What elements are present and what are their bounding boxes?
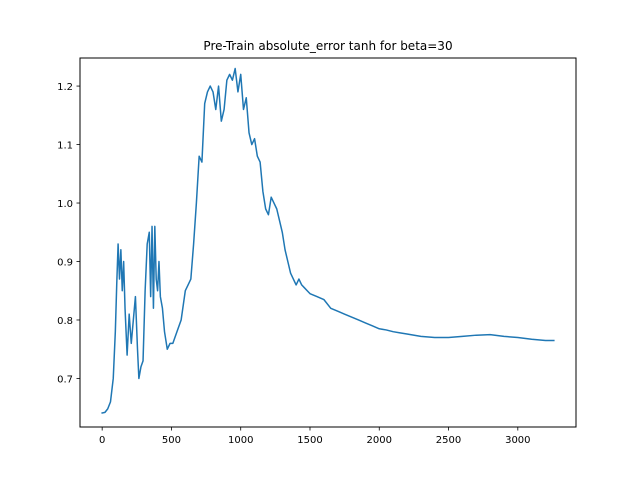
- y-tick-label: 1.0: [57, 199, 73, 210]
- series-layer: [101, 67, 555, 414]
- y-tick-label: 1.2: [57, 82, 73, 93]
- series-line-0: [101, 67, 555, 414]
- x-tick-label: 1500: [297, 435, 322, 446]
- x-tick-label: 2500: [436, 435, 461, 446]
- x-axis: 0 500 1000 1500 2000 2500 3000: [99, 427, 531, 446]
- x-tick-label: 500: [162, 435, 181, 446]
- y-tick-label: 0.9: [57, 258, 73, 269]
- y-tick-label: 1.1: [57, 141, 73, 152]
- y-axis: 0.7 0.8 0.9 1.0 1.1 1.2: [57, 82, 80, 385]
- plot-frame: [79, 57, 577, 428]
- y-tick-label: 0.8: [57, 316, 73, 327]
- x-tick-label: 2000: [367, 435, 392, 446]
- chart-title: Pre-Train absolute_error tanh for beta=3…: [203, 39, 452, 53]
- x-tick-label: 3000: [505, 435, 530, 446]
- y-tick-label: 0.7: [57, 374, 73, 385]
- x-tick-label: 1000: [228, 435, 253, 446]
- x-tick-label: 0: [99, 435, 105, 446]
